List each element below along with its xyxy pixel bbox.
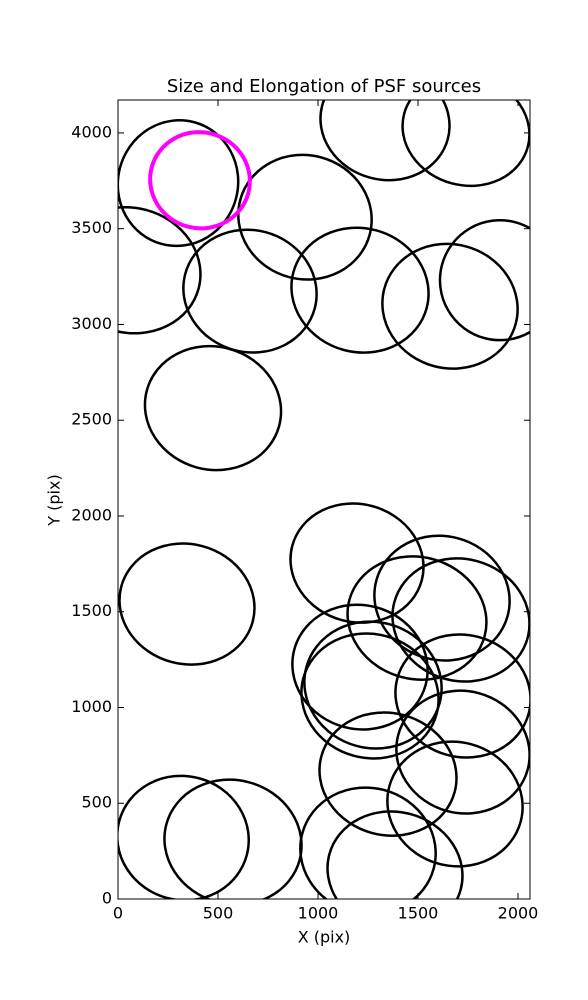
psf-ellipse bbox=[118, 119, 240, 248]
psf-ellipse bbox=[143, 344, 283, 472]
y-tick-label: 4000 bbox=[71, 122, 112, 141]
x-tick-label: 500 bbox=[203, 904, 234, 923]
y-tick-label: 0 bbox=[102, 889, 112, 908]
psf-ellipse bbox=[346, 555, 488, 681]
psf-ellipse bbox=[438, 219, 530, 342]
psf-ellipse bbox=[289, 502, 425, 624]
chart-title: Size and Elongation of PSF sources bbox=[167, 76, 481, 97]
y-tick-label: 2500 bbox=[71, 410, 112, 429]
psf-ellipse bbox=[391, 557, 530, 683]
y-tick-label: 1500 bbox=[71, 601, 112, 620]
psf-ellipse bbox=[299, 786, 437, 899]
x-tick-label: 0 bbox=[113, 904, 123, 923]
psf-ellipse bbox=[163, 778, 303, 899]
y-tick-label: 3000 bbox=[71, 314, 112, 333]
psf-ellipse bbox=[394, 633, 530, 759]
psf-ellipse bbox=[118, 205, 202, 335]
x-axis-label: X (pix) bbox=[298, 928, 351, 947]
psf-ellipse bbox=[303, 620, 443, 750]
psf-ellipse bbox=[326, 810, 464, 899]
psf-ellipse bbox=[395, 689, 530, 815]
psf-ellipse bbox=[291, 603, 429, 731]
y-tick-label: 1000 bbox=[71, 697, 112, 716]
psf-ellipse bbox=[118, 774, 250, 899]
psf-ellipse bbox=[237, 153, 373, 281]
x-tick-label: 1500 bbox=[398, 904, 439, 923]
x-tick-label: 2000 bbox=[498, 904, 539, 923]
axes-frame bbox=[117, 99, 531, 900]
psf-ellipse bbox=[386, 740, 524, 868]
y-tick-label: 2000 bbox=[71, 505, 112, 524]
psf-ellipse bbox=[290, 226, 430, 354]
psf-ellipse bbox=[401, 100, 530, 188]
psf-ellipse bbox=[318, 711, 458, 837]
y-tick-label: 500 bbox=[81, 793, 112, 812]
psf-ellipse bbox=[118, 542, 256, 666]
psf-ellipse bbox=[148, 130, 252, 231]
y-tick-label: 3500 bbox=[71, 218, 112, 237]
plot-area bbox=[118, 100, 530, 899]
y-axis-label: Y (pix) bbox=[45, 474, 64, 526]
x-tick-label: 1000 bbox=[298, 904, 339, 923]
psf-ellipse bbox=[319, 100, 451, 182]
